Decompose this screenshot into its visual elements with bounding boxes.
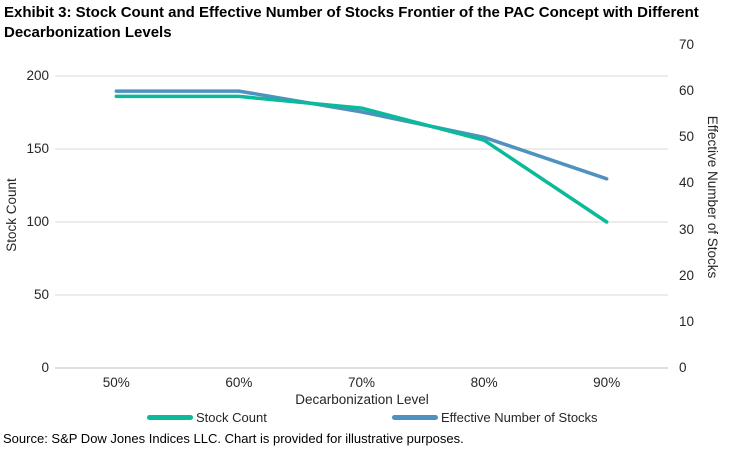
- left-axis-tick-label: 200: [26, 68, 49, 83]
- right-axis-title: Effective Number of Stocks: [705, 115, 720, 279]
- right-axis-tick-label: 60: [679, 83, 695, 99]
- legend-marker-effective-number-of-stocks: [392, 415, 438, 420]
- right-axis-tick-label: 70: [679, 37, 695, 52]
- chart-title: Exhibit 3: Stock Count and Effective Num…: [4, 4, 699, 41]
- right-axis-tick-label: 20: [679, 267, 695, 283]
- x-axis-tick-label: 90%: [593, 375, 621, 390]
- x-axis-tick-label: 80%: [470, 375, 498, 390]
- source-note: Source: S&P Dow Jones Indices LLC. Chart…: [3, 431, 464, 446]
- legend-label: Effective Number of Stocks: [441, 410, 598, 425]
- x-axis-tick-label: 70%: [347, 375, 376, 390]
- stock-count-line: [114, 94, 609, 224]
- left-axis-tick-label: 100: [26, 214, 49, 229]
- left-axis-tick-label: 50: [33, 287, 49, 302]
- right-axis-tick-label: 50: [679, 129, 695, 145]
- right-axis-tick-label: 0: [679, 360, 687, 375]
- legend-item-stock-count: Stock Count: [147, 410, 267, 425]
- x-axis-tick-label: 50%: [102, 375, 130, 390]
- right-axis-tick-label: 10: [679, 313, 695, 329]
- left-axis-tick-label: 0: [41, 360, 49, 375]
- left-axis-tick-label: 150: [26, 141, 49, 156]
- legend-marker-stock-count: [147, 415, 193, 420]
- x-axis-title: Decarbonization Level: [295, 392, 429, 407]
- legend-item-effective-number-of-stocks: Effective Number of Stocks: [392, 410, 598, 425]
- right-axis-tick-label: 30: [679, 221, 695, 237]
- legend-label: Stock Count: [196, 410, 267, 425]
- right-axis-tick-label: 40: [679, 175, 695, 191]
- effective-number-of-stocks-line: [114, 89, 609, 181]
- legend: Stock Count Effective Number of Stocks: [0, 410, 730, 428]
- x-axis-tick-label: 60%: [225, 375, 253, 390]
